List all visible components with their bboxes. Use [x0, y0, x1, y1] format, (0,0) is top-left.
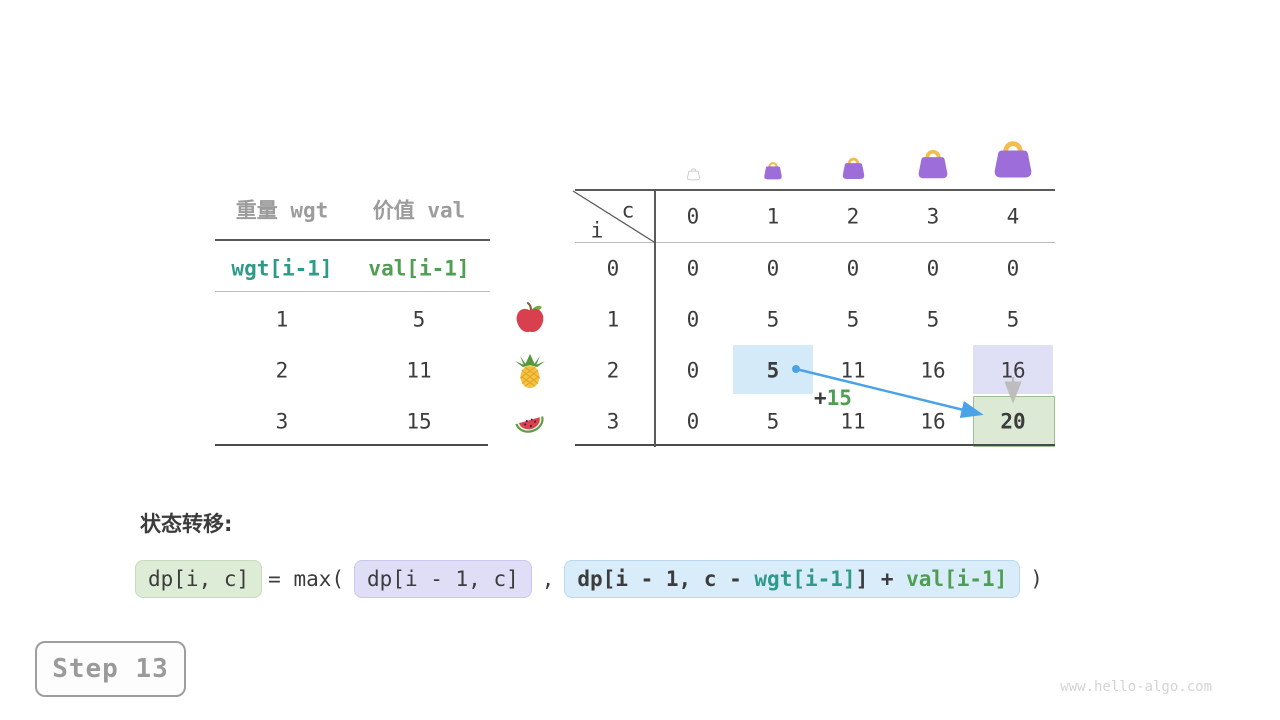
dp-cell-r0-c2: 0	[846, 256, 860, 281]
dp-corner-diagonal	[572, 190, 655, 243]
dp-row-header: 2	[606, 358, 620, 383]
dp-cell-r1-c1: 5	[766, 307, 780, 332]
dp-cell-r0-c1: 0	[766, 256, 780, 281]
dp-col-header: 1	[766, 204, 780, 229]
dp-cell-r0-c4: 0	[1006, 256, 1020, 281]
formula-lhs-chip: dp[i, c]	[135, 560, 263, 599]
dp-row-header: 0	[606, 256, 620, 281]
dp-cell-r3-c4: 20	[1000, 409, 1026, 434]
dp-cell-r0-c0: 0	[686, 256, 700, 281]
items-cell: 1	[275, 307, 289, 332]
dp-col-header: 2	[846, 204, 860, 229]
dp-cell-r2-c1: 5	[766, 358, 780, 383]
items-col-header: 重量 wgt	[235, 198, 329, 223]
pineapple-icon	[512, 353, 548, 389]
items-table-mid-rule	[215, 291, 490, 292]
bag-icon	[762, 159, 784, 181]
dp-cell-r3-c1: 5	[766, 409, 780, 434]
items-table-bottom-rule	[215, 444, 488, 446]
dp-highlight-result-green	[973, 396, 1055, 447]
dp-cell-r1-c2: 5	[846, 307, 860, 332]
items-var-val: val[i-1]	[368, 256, 470, 281]
formula-arg2-chip: dp[i - 1, c - wgt[i-1]] + val[i-1]	[564, 560, 1021, 599]
dp-row-header: 3	[606, 409, 620, 434]
arg2-part2: ] +	[855, 567, 907, 591]
dp-cell-r2-c2: 11	[840, 358, 866, 383]
state-transition-formula: dp[i, c] = max( dp[i - 1, c] , dp[i - 1,…	[135, 560, 1049, 599]
items-cell: 3	[275, 409, 289, 434]
transition-add-annotation: +15	[814, 388, 852, 409]
dp-cell-r2-c0: 0	[686, 358, 700, 383]
bag-icon	[840, 154, 867, 181]
arg2-part1: dp[i - 1, c -	[577, 567, 755, 591]
dp-cell-r3-c3: 16	[920, 409, 946, 434]
watermark: www.hello-algo.com	[1060, 679, 1212, 695]
plus-sign: +	[814, 386, 827, 410]
dp-cell-r1-c4: 5	[1006, 307, 1020, 332]
dp-cell-r2-c3: 16	[920, 358, 946, 383]
step-badge: Step 13	[35, 641, 186, 697]
bag-empty-icon	[686, 166, 701, 181]
dp-corner-row-label: i	[590, 218, 604, 243]
dp-row-header: 1	[606, 307, 620, 332]
dp-table-header-rule	[575, 242, 1055, 243]
formula-equals-max: = max(	[268, 567, 345, 592]
state-transition-label: 状态转移:	[140, 512, 233, 536]
watermelon-icon	[511, 404, 549, 438]
formula-separator: ,	[541, 567, 555, 592]
dp-table-vertical-rule	[654, 189, 656, 447]
dp-table-bottom-rule	[575, 444, 1055, 446]
dp-cell-r1-c3: 5	[926, 307, 940, 332]
dp-corner-col-label: c	[621, 198, 635, 223]
items-cell: 11	[406, 358, 432, 383]
dp-cell-r2-c4: 16	[1000, 358, 1026, 383]
dp-cell-r3-c0: 0	[686, 409, 700, 434]
items-var-wgt: wgt[i-1]	[231, 256, 333, 281]
step-badge-label: Step 13	[52, 654, 169, 684]
arg2-wgt: wgt[i-1]	[754, 567, 856, 591]
items-cell: 5	[412, 307, 426, 332]
bag-icon	[990, 135, 1036, 181]
items-cell: 2	[275, 358, 289, 383]
items-table-top-rule	[215, 239, 490, 241]
dp-cell-r3-c2: 11	[840, 409, 866, 434]
dp-col-header: 3	[926, 204, 940, 229]
items-col-header: 价值 val	[372, 198, 466, 223]
dp-col-header: 4	[1006, 204, 1020, 229]
apple-icon	[513, 301, 547, 335]
dp-cell-r0-c3: 0	[926, 256, 940, 281]
formula-close-paren: )	[1030, 567, 1043, 592]
arg2-val: val[i-1]	[906, 567, 1008, 591]
bag-icon	[915, 145, 951, 181]
added-value: 15	[826, 386, 852, 410]
items-cell: 15	[406, 409, 432, 434]
dp-cell-r1-c0: 0	[686, 307, 700, 332]
formula-arg1-chip: dp[i - 1, c]	[354, 560, 532, 599]
dp-col-header: 0	[686, 204, 700, 229]
dp-table-top-rule	[575, 189, 1055, 191]
